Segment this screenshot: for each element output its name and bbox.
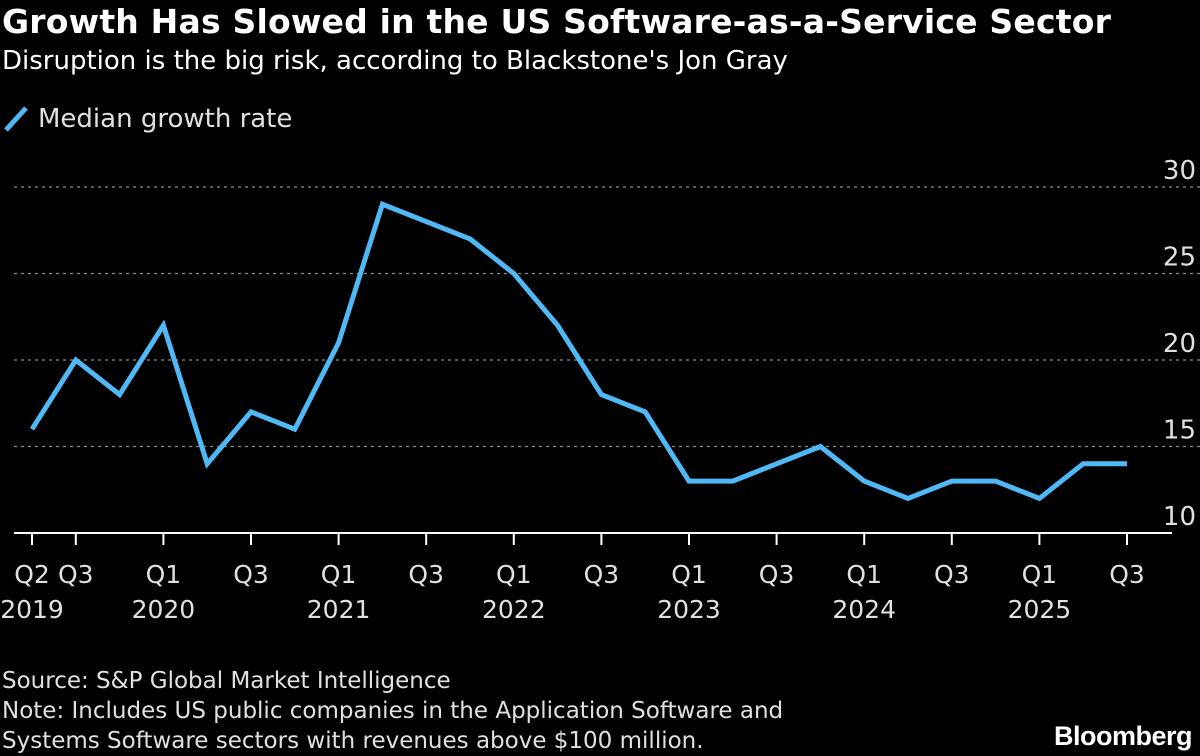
x-tick-label-quarter: Q3 (934, 560, 970, 589)
series-line-median-growth-rate (29, 200, 1127, 502)
x-tick-label-quarter: Q3 (1109, 560, 1145, 589)
y-tick-label-30: 30 (1163, 156, 1196, 186)
x-tick-label-quarter: Q1 (496, 560, 532, 589)
x-tick-labels: Q2 2019 Q3 Q1 2020 Q3 Q1 2021 Q3 Q1 2022 Q3 Q1 2023 Q3… (0, 533, 1145, 624)
x-tick-label-quarter: Q1 (321, 560, 357, 589)
note-line-2: Systems Software sectors with revenues a… (2, 728, 704, 754)
x-tick-label-quarter: Q1 (1022, 560, 1058, 589)
x-tick-label-year: 2020 (132, 595, 196, 624)
x-tick-label-year: 2023 (657, 595, 721, 624)
x-tick-label-quarter: Q3 (408, 560, 444, 589)
series (29, 200, 1128, 502)
footer: Source: S&P Global Market Intelligence N… (2, 666, 783, 756)
y-tick-label-25: 25 (1163, 243, 1196, 273)
x-tick-label-quarter: Q1 (846, 560, 882, 589)
x-tick-label-year: 2022 (482, 595, 546, 624)
legend: Median growth rate (2, 104, 292, 134)
x-tick-label-quarter: Q2 (14, 560, 50, 589)
x-tick-label-quarter: Q1 (671, 560, 707, 589)
y-tick-label-15: 15 (1163, 416, 1196, 446)
y-tick-label-20: 20 (1163, 329, 1196, 359)
legend-label: Median growth rate (38, 104, 293, 134)
y-tick-label-10: 10 (1163, 502, 1196, 532)
note-line-1: Note: Includes US public companies in th… (2, 698, 784, 724)
bloomberg-logo: Bloomberg (1053, 721, 1193, 751)
x-tick-label-year: 2024 (832, 595, 896, 624)
x-tick-label-year: 2021 (307, 595, 371, 624)
gridlines (14, 186, 1200, 448)
x-tick-label-quarter: Q1 (146, 560, 182, 589)
y-axis: 10 15 20 25 30 (1163, 156, 1196, 532)
chart-title: Growth Has Slowed in the US Software-as-… (2, 2, 1112, 41)
legend-line-icon (4, 106, 28, 132)
x-tick-label-year: 2025 (1008, 595, 1072, 624)
source-note: Source: S&P Global Market Intelligence (2, 668, 451, 694)
x-tick-label-quarter: Q3 (58, 560, 94, 589)
x-tick-label-quarter: Q3 (233, 560, 269, 589)
x-tick-label-year: 2019 (0, 595, 64, 624)
chart-subtitle: Disruption is the big risk, according to… (2, 46, 788, 76)
x-tick-label-quarter: Q3 (584, 560, 620, 589)
x-tick-label-quarter: Q3 (759, 560, 795, 589)
